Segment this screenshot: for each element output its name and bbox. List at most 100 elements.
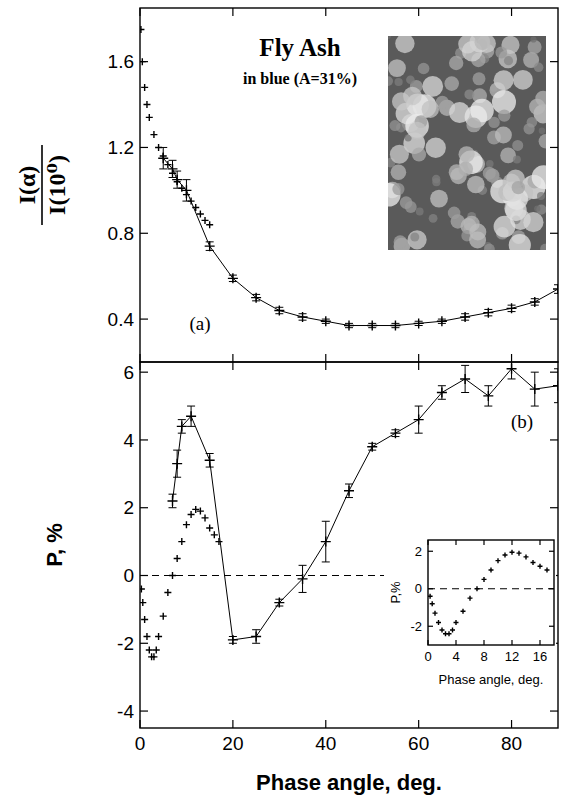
point <box>436 620 441 625</box>
frame <box>140 362 558 728</box>
plot-area <box>428 550 554 637</box>
point <box>274 306 284 316</box>
photo-grain <box>416 208 424 216</box>
photo-grain <box>534 63 544 73</box>
x-tick <box>511 720 512 728</box>
x-tick <box>232 362 233 370</box>
point <box>186 411 196 421</box>
y-tick <box>550 507 558 508</box>
photo-grain <box>422 101 439 118</box>
photo-grain <box>483 167 496 180</box>
point <box>150 653 157 660</box>
point <box>496 558 501 563</box>
panel-label: (b) <box>511 411 533 433</box>
photo-grain <box>391 165 407 181</box>
y-tick <box>549 551 554 552</box>
x-tick <box>325 362 326 370</box>
point <box>298 574 308 584</box>
photo-grain <box>390 120 401 131</box>
point <box>468 596 473 601</box>
point <box>489 568 494 573</box>
photo <box>377 32 555 256</box>
x-tick-label: 80 <box>501 733 522 754</box>
photo-grain <box>449 56 463 70</box>
point <box>524 554 529 559</box>
point <box>205 455 215 465</box>
point <box>168 496 178 506</box>
photo-grain <box>459 146 475 162</box>
point <box>460 374 470 384</box>
x-tick-label: 40 <box>315 733 336 754</box>
y-tick-label: -2 <box>410 619 422 634</box>
point <box>202 514 209 521</box>
chart-svg: 0.40.81.21.6I(α)I(10⁰)Fly Ashin blue (A=… <box>0 0 576 801</box>
photo-grain <box>392 183 404 195</box>
error-bar <box>206 242 214 251</box>
x-tick-label: 20 <box>222 733 243 754</box>
point <box>553 284 558 294</box>
error-bar <box>173 450 181 477</box>
x-tick-label: 60 <box>408 733 429 754</box>
y-tick <box>550 61 558 62</box>
point <box>414 318 424 328</box>
photo-grain <box>495 47 507 59</box>
y-tick <box>428 626 433 627</box>
point <box>298 312 308 322</box>
y-tick <box>140 318 148 319</box>
photo-grain <box>530 36 536 42</box>
x-tick <box>418 8 419 16</box>
x-tick <box>511 540 512 545</box>
point <box>150 131 157 138</box>
y-tick <box>550 372 558 373</box>
point <box>553 381 558 391</box>
photo-grain <box>473 72 486 85</box>
point <box>475 586 480 591</box>
fraction-bar <box>41 145 43 225</box>
point <box>510 550 515 555</box>
photo-grain <box>498 109 510 121</box>
point <box>181 185 191 195</box>
y-axis-title: I(α)I(10⁰) <box>14 145 70 225</box>
point <box>482 577 487 582</box>
photo-grain <box>429 214 438 223</box>
error-bar <box>415 406 423 433</box>
point <box>251 293 261 303</box>
photo-grain <box>486 160 494 168</box>
error-bar <box>159 147 167 168</box>
y-tick-label: -4 <box>117 701 134 722</box>
y-tick-label: 0.4 <box>108 309 135 330</box>
photo-grain <box>412 147 426 161</box>
error-bar <box>187 406 195 426</box>
y-tick-label: 2 <box>415 544 422 559</box>
point <box>177 421 187 431</box>
y-axis-title-numerator: I(α) <box>14 166 40 205</box>
point <box>172 459 182 469</box>
photo-grain <box>512 181 525 194</box>
photo-grain <box>388 59 406 77</box>
error-bar <box>178 420 186 434</box>
point <box>251 632 261 642</box>
y-tick-label: 6 <box>123 362 134 383</box>
point <box>141 616 148 623</box>
x-axis-title: Phase angle, deg. <box>439 672 544 687</box>
y-tick-label: 0 <box>415 581 422 596</box>
x-tick <box>511 640 512 645</box>
point <box>507 303 517 313</box>
point <box>437 316 447 326</box>
point <box>503 553 508 558</box>
y-tick <box>140 439 148 440</box>
point <box>321 537 331 547</box>
point <box>461 609 466 614</box>
frame <box>428 540 554 645</box>
error-bar <box>322 521 330 562</box>
point <box>211 531 218 538</box>
error-bar <box>252 630 260 644</box>
error-bar <box>508 362 516 379</box>
zero-line <box>428 588 554 589</box>
photo-grain <box>484 244 495 250</box>
y-tick <box>550 710 558 711</box>
error-bar <box>169 494 177 508</box>
subtitle: in blue (A=31%) <box>243 70 357 88</box>
point <box>538 564 543 569</box>
point <box>517 551 522 556</box>
